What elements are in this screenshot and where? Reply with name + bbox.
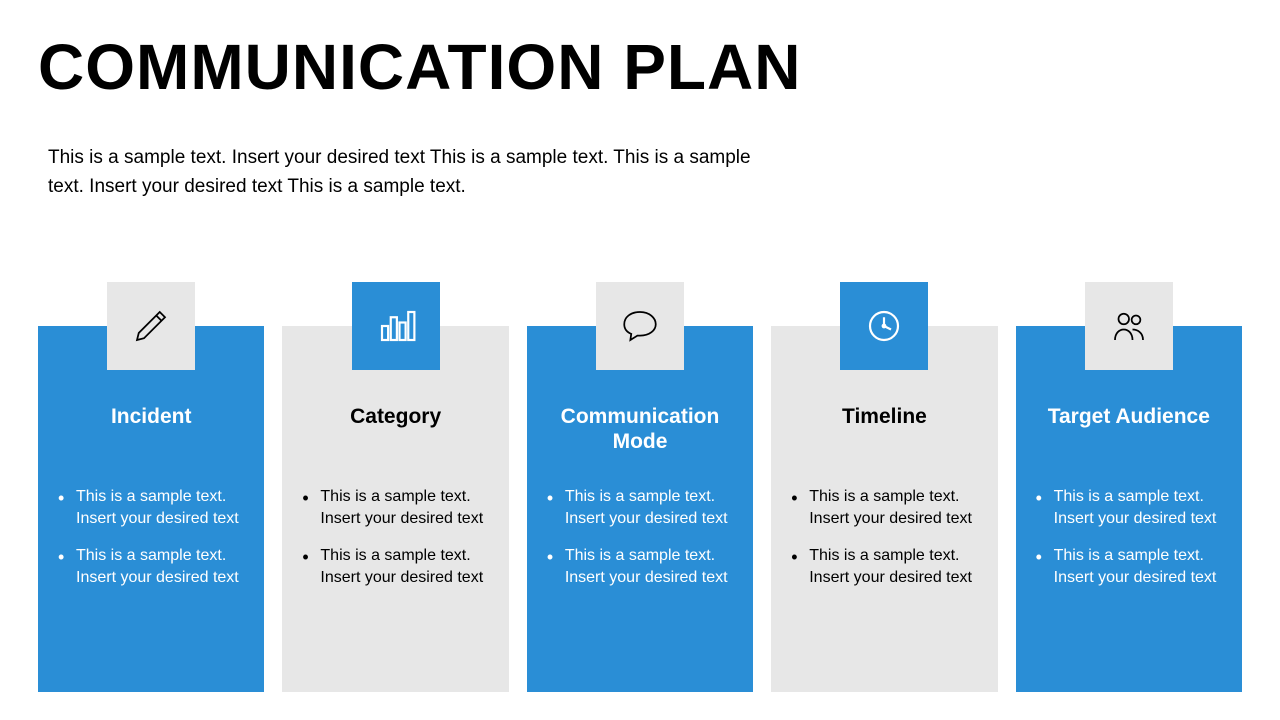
card-title: Incident [58, 404, 244, 458]
card-target-audience: Target Audience This is a sample text. I… [1016, 326, 1242, 692]
bullet: This is a sample text. Insert your desir… [547, 545, 733, 588]
bullet: This is a sample text. Insert your desir… [302, 486, 488, 529]
card-bullets: This is a sample text. Insert your desir… [1036, 486, 1222, 588]
bullet: This is a sample text. Insert your desir… [58, 486, 244, 529]
card-bullets: This is a sample text. Insert your desir… [58, 486, 244, 588]
card-title: Target Audience [1036, 404, 1222, 458]
bullet: This is a sample text. Insert your desir… [791, 486, 977, 529]
card-incident: Incident This is a sample text. Insert y… [38, 326, 264, 692]
bullet: This is a sample text. Insert your desir… [302, 545, 488, 588]
clock-icon [840, 282, 928, 370]
card-bullets: This is a sample text. Insert your desir… [547, 486, 733, 588]
card-communication-mode: Communication Mode This is a sample text… [527, 326, 753, 692]
bullet: This is a sample text. Insert your desir… [791, 545, 977, 588]
page-subtitle: This is a sample text. Insert your desir… [48, 144, 788, 201]
page-title: COMMUNICATION PLAN [38, 30, 801, 104]
people-icon [1085, 282, 1173, 370]
card-bullets: This is a sample text. Insert your desir… [302, 486, 488, 588]
pencil-icon [107, 282, 195, 370]
speech-bubble-icon [596, 282, 684, 370]
card-title: Communication Mode [547, 404, 733, 458]
bullet: This is a sample text. Insert your desir… [58, 545, 244, 588]
card-bullets: This is a sample text. Insert your desir… [791, 486, 977, 588]
cards-row: Incident This is a sample text. Insert y… [38, 326, 1242, 692]
card-title: Timeline [791, 404, 977, 458]
bar-chart-icon [352, 282, 440, 370]
card-category: Category This is a sample text. Insert y… [282, 326, 508, 692]
slide: COMMUNICATION PLAN This is a sample text… [0, 0, 1280, 720]
bullet: This is a sample text. Insert your desir… [1036, 545, 1222, 588]
bullet: This is a sample text. Insert your desir… [547, 486, 733, 529]
card-title: Category [302, 404, 488, 458]
card-timeline: Timeline This is a sample text. Insert y… [771, 326, 997, 692]
bullet: This is a sample text. Insert your desir… [1036, 486, 1222, 529]
